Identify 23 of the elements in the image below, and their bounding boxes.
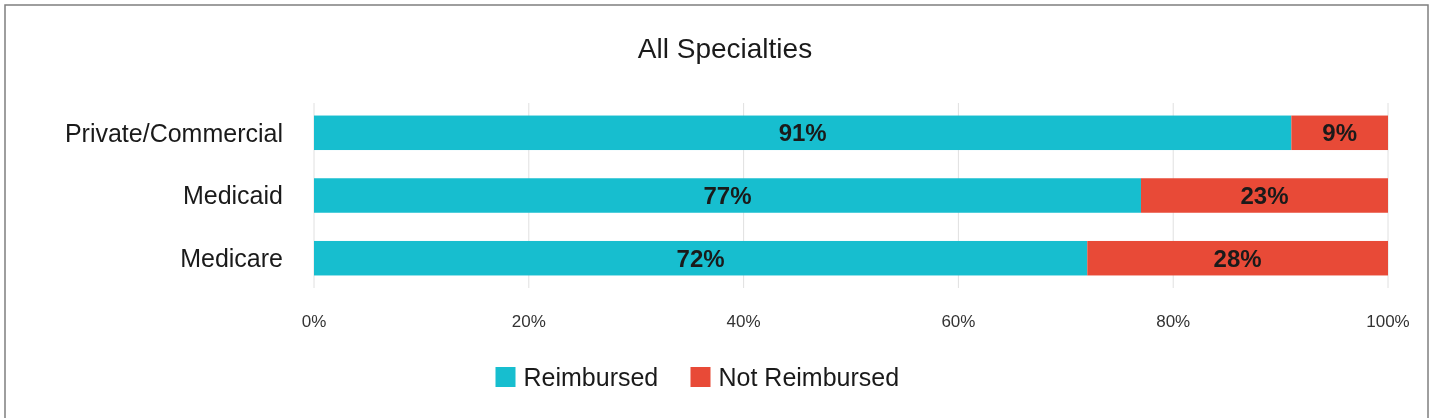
text: 28% <box>1213 244 1262 272</box>
chart-title: All Specialties <box>637 33 813 64</box>
bar <box>1087 240 1388 276</box>
x-tick-label: 40% <box>726 312 761 331</box>
text: 9% <box>1322 119 1358 147</box>
x-tick-label: 100% <box>1366 312 1410 331</box>
x-tick-label: 0% <box>301 312 327 331</box>
legend-label: Not Reimbursed <box>718 362 900 391</box>
text: 72% <box>676 244 725 272</box>
y-tick-label: Private/Commercial <box>64 118 283 147</box>
bar <box>314 240 1088 276</box>
bar <box>314 178 1141 213</box>
x-tick-label: 20% <box>511 312 546 331</box>
bar <box>1140 178 1388 213</box>
bar <box>314 115 1292 151</box>
x-tick-label: 80% <box>1156 312 1191 331</box>
text: 77% <box>703 181 752 209</box>
y-tick-label: Medicaid <box>182 181 283 210</box>
legend-label: Reimbursed <box>523 362 659 391</box>
text: 23% <box>1240 181 1289 209</box>
text: 91% <box>778 119 827 147</box>
x-tick-label: 60% <box>941 312 976 331</box>
y-tick-label: Medicare <box>180 243 283 272</box>
